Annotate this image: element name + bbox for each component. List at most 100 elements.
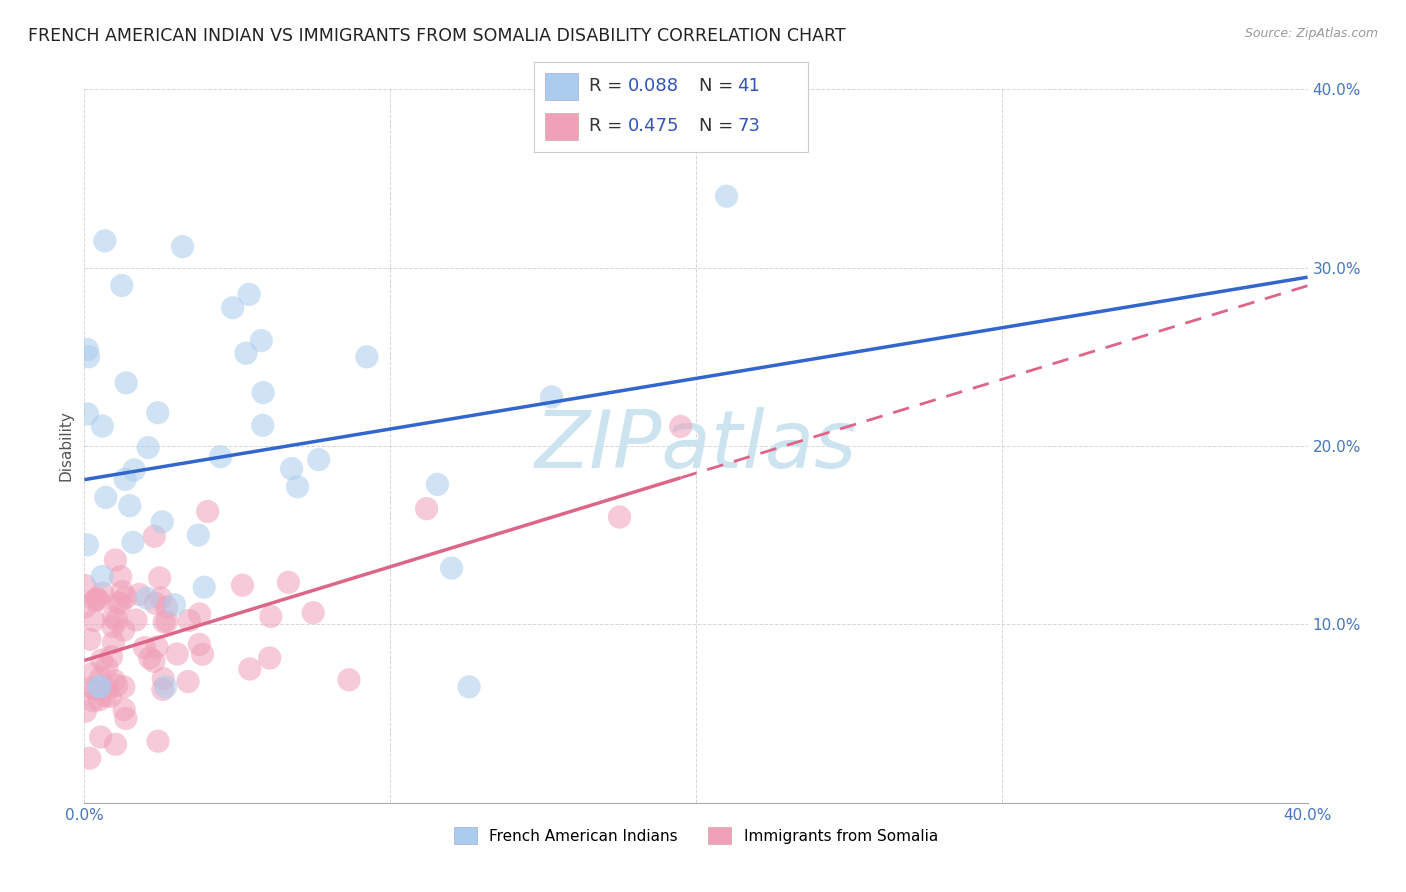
Text: N =: N = — [699, 117, 738, 135]
Point — [540, 390, 562, 404]
Point — [80, 666, 103, 681]
Point — [134, 640, 156, 655]
Point — [76, 407, 98, 421]
Text: ZIPatlas: ZIPatlas — [534, 407, 858, 485]
Point — [337, 673, 360, 687]
Point — [149, 591, 172, 606]
Point — [155, 680, 177, 694]
Point — [149, 571, 172, 585]
Point — [197, 504, 219, 518]
Point — [87, 592, 110, 607]
Point — [145, 596, 167, 610]
Point — [136, 591, 159, 606]
Point — [89, 693, 111, 707]
Point — [177, 674, 200, 689]
Point — [163, 598, 186, 612]
Point — [114, 472, 136, 486]
Point — [103, 610, 125, 624]
Text: R =: R = — [589, 77, 628, 95]
Point — [91, 419, 114, 434]
Text: N =: N = — [699, 77, 738, 95]
Point — [138, 651, 160, 665]
Point — [107, 596, 129, 610]
Point — [239, 662, 262, 676]
Point — [277, 575, 299, 590]
Y-axis label: Disability: Disability — [58, 410, 73, 482]
Point — [115, 376, 138, 390]
Point — [415, 501, 437, 516]
Point — [75, 704, 97, 718]
Point — [118, 499, 141, 513]
Point — [80, 681, 103, 695]
Point — [426, 477, 449, 491]
Point — [156, 600, 179, 615]
Point — [146, 640, 169, 654]
Point — [142, 654, 165, 668]
Point — [125, 613, 148, 627]
Point — [166, 647, 188, 661]
Point — [156, 615, 179, 629]
Point — [222, 301, 245, 315]
Point — [146, 406, 169, 420]
Point — [716, 189, 738, 203]
Point — [150, 515, 173, 529]
Point — [101, 619, 124, 633]
Point — [79, 632, 101, 647]
Point — [308, 452, 330, 467]
Point — [111, 584, 134, 599]
Point — [179, 614, 201, 628]
Point — [188, 637, 211, 651]
Point — [110, 569, 132, 583]
Text: Source: ZipAtlas.com: Source: ZipAtlas.com — [1244, 27, 1378, 40]
Point — [112, 702, 135, 716]
Point — [105, 678, 128, 692]
Point — [193, 580, 215, 594]
Point — [75, 600, 97, 615]
Point — [238, 287, 260, 301]
Point — [86, 591, 108, 606]
Point — [89, 680, 111, 694]
Point — [103, 635, 125, 649]
Point — [94, 491, 117, 505]
Point — [152, 672, 174, 686]
Point — [96, 660, 118, 674]
Point — [112, 680, 135, 694]
Point — [209, 450, 232, 464]
Point — [94, 681, 117, 696]
Point — [191, 647, 214, 661]
FancyBboxPatch shape — [546, 113, 578, 140]
Point — [302, 606, 325, 620]
Point — [252, 418, 274, 433]
Point — [100, 690, 122, 704]
Point — [103, 673, 125, 688]
Point — [235, 346, 257, 360]
Point — [259, 651, 281, 665]
Point — [79, 751, 101, 765]
Point — [77, 350, 100, 364]
Point — [172, 239, 194, 253]
Point — [136, 441, 159, 455]
Point — [90, 671, 112, 685]
Point — [143, 529, 166, 543]
Point — [231, 578, 253, 592]
Point — [76, 343, 98, 357]
Point — [83, 593, 105, 607]
FancyBboxPatch shape — [546, 73, 578, 100]
Point — [260, 609, 283, 624]
Point — [94, 689, 117, 703]
Text: 0.475: 0.475 — [627, 117, 679, 135]
Point — [609, 510, 631, 524]
Point — [440, 561, 463, 575]
Point — [152, 682, 174, 697]
Point — [287, 480, 309, 494]
Point — [91, 586, 114, 600]
Point — [128, 587, 150, 601]
Point — [76, 538, 98, 552]
Point — [188, 607, 211, 621]
Legend: French American Indians, Immigrants from Somalia: French American Indians, Immigrants from… — [450, 822, 942, 848]
Point — [146, 734, 169, 748]
Point — [105, 613, 128, 627]
Point — [115, 591, 138, 605]
Point — [89, 680, 111, 694]
Point — [104, 737, 127, 751]
